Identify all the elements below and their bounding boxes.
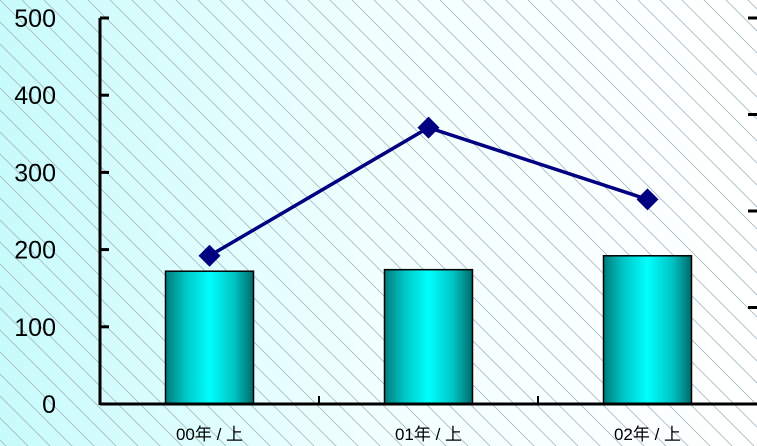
y-left-tick-label-3: 300 [14,159,56,187]
y-left-tick-label-5: 500 [14,5,56,33]
bars-layer [164,255,693,405]
line-point-1 [417,116,440,139]
y-left-tick-label-2: 200 [14,237,56,265]
bar-0 [164,270,255,405]
y-left-tick-label-4: 400 [14,82,56,110]
line-point-0 [198,244,221,267]
x-tick-label-1: 01年 / 上 [395,425,462,444]
line-point-2 [636,188,659,211]
bar-2 [602,255,693,405]
x-tick-label-2: 02年 / 上 [614,425,681,444]
x-tick-label-0: 00年 / 上 [176,425,243,444]
bar-1 [383,268,474,405]
y-left-tick-label-0: 0 [42,391,56,419]
line-layer [198,116,659,267]
axes-layer [98,16,757,406]
y-left-tick-label-1: 100 [14,314,56,342]
labels-layer: 0 100 200 300 400 500 00年 / 上 01年 / 上 02年 / 上 [14,5,681,444]
